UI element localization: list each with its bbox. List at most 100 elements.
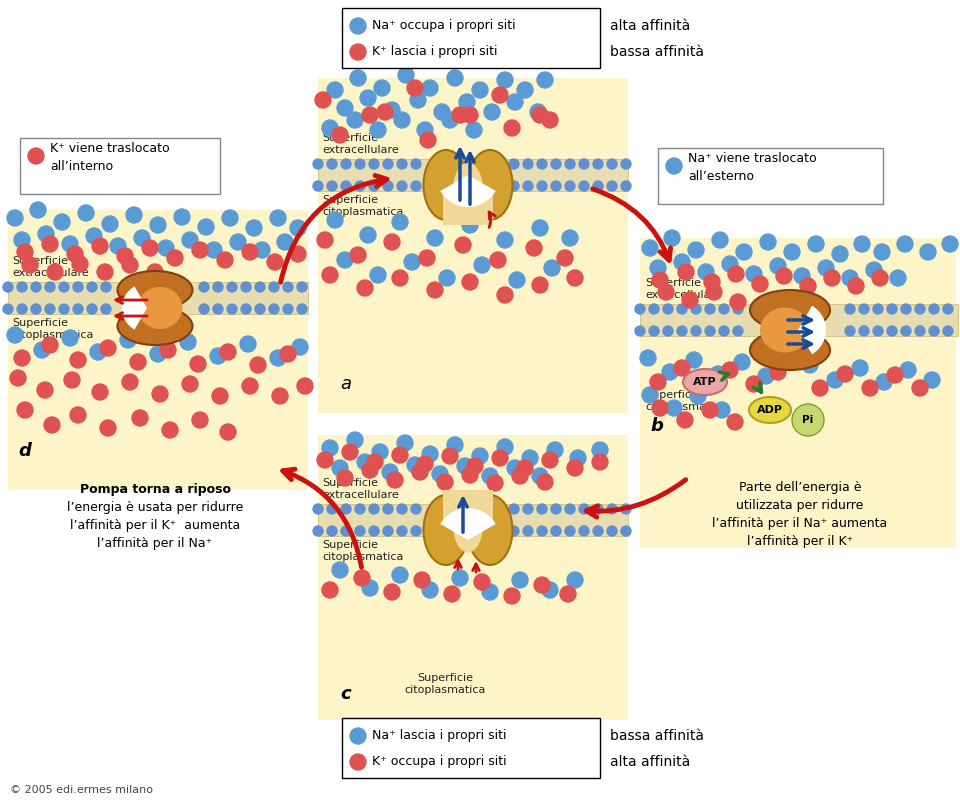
Circle shape: [465, 167, 481, 183]
Circle shape: [341, 504, 351, 514]
Text: © 2005 edi.ermes milano: © 2005 edi.ermes milano: [10, 785, 153, 795]
Circle shape: [544, 260, 560, 276]
Circle shape: [621, 526, 631, 536]
Circle shape: [437, 474, 453, 490]
Text: l’affinità per il Na⁺: l’affinità per il Na⁺: [97, 538, 212, 550]
Circle shape: [369, 159, 379, 169]
Circle shape: [280, 346, 296, 362]
Circle shape: [180, 334, 196, 350]
Circle shape: [392, 214, 408, 230]
Circle shape: [565, 504, 575, 514]
Circle shape: [67, 246, 83, 262]
Circle shape: [87, 304, 97, 314]
Ellipse shape: [683, 369, 727, 395]
Circle shape: [14, 232, 30, 248]
Circle shape: [158, 240, 174, 256]
Circle shape: [387, 472, 403, 488]
Circle shape: [512, 468, 528, 484]
Ellipse shape: [117, 307, 193, 345]
Circle shape: [652, 272, 668, 288]
Circle shape: [509, 159, 519, 169]
Text: ADP: ADP: [757, 405, 783, 415]
Text: d: d: [18, 442, 31, 460]
Bar: [318, 159, 628, 191]
Circle shape: [17, 244, 33, 260]
Circle shape: [383, 526, 393, 536]
Circle shape: [313, 181, 323, 191]
Circle shape: [199, 282, 209, 292]
Circle shape: [182, 232, 198, 248]
Circle shape: [690, 388, 706, 404]
Circle shape: [297, 304, 307, 314]
Circle shape: [824, 270, 840, 286]
Circle shape: [152, 386, 168, 402]
Circle shape: [152, 308, 168, 324]
Circle shape: [876, 374, 892, 390]
Wedge shape: [798, 305, 826, 355]
Circle shape: [327, 212, 343, 228]
Circle shape: [442, 112, 458, 128]
Ellipse shape: [750, 330, 830, 370]
Circle shape: [217, 252, 233, 268]
Circle shape: [873, 326, 883, 336]
Circle shape: [92, 238, 108, 254]
Text: K⁺ occupa i propri siti: K⁺ occupa i propri siti: [372, 755, 507, 768]
Circle shape: [341, 181, 351, 191]
Circle shape: [242, 244, 258, 260]
Circle shape: [570, 450, 586, 466]
Text: l’energia è usata per ridurre: l’energia è usata per ridurre: [67, 501, 243, 514]
Circle shape: [942, 236, 958, 252]
Circle shape: [86, 228, 102, 244]
Circle shape: [360, 227, 376, 243]
Text: Superficie
extracellulare: Superficie extracellulare: [12, 256, 88, 278]
Circle shape: [147, 264, 163, 280]
Bar: [318, 435, 628, 720]
Circle shape: [728, 266, 744, 282]
Text: Superficie
extracellulare: Superficie extracellulare: [322, 479, 398, 500]
Circle shape: [459, 94, 475, 110]
Circle shape: [460, 514, 476, 530]
Circle shape: [411, 504, 421, 514]
Circle shape: [504, 588, 520, 604]
Circle shape: [322, 440, 338, 456]
Circle shape: [579, 159, 589, 169]
Circle shape: [452, 107, 468, 123]
Text: Parte dell’energia è: Parte dell’energia è: [739, 481, 861, 495]
Circle shape: [530, 104, 546, 120]
Circle shape: [915, 304, 925, 314]
Circle shape: [45, 282, 55, 292]
Circle shape: [132, 410, 148, 426]
Circle shape: [350, 18, 366, 34]
Circle shape: [579, 526, 589, 536]
Text: l’affinità per il K⁺: l’affinità per il K⁺: [747, 535, 853, 549]
Circle shape: [370, 267, 386, 283]
Circle shape: [872, 270, 888, 286]
Circle shape: [915, 326, 925, 336]
Circle shape: [758, 368, 774, 384]
Circle shape: [14, 350, 30, 366]
Circle shape: [372, 444, 388, 460]
Circle shape: [337, 100, 353, 116]
Circle shape: [332, 562, 348, 578]
Circle shape: [607, 181, 617, 191]
Circle shape: [255, 304, 265, 314]
Circle shape: [213, 282, 223, 292]
Circle shape: [774, 312, 790, 328]
Circle shape: [802, 357, 818, 373]
Text: bassa affinità: bassa affinità: [610, 729, 704, 743]
Circle shape: [733, 326, 743, 336]
Circle shape: [17, 402, 33, 418]
Circle shape: [462, 274, 478, 290]
Circle shape: [267, 254, 283, 270]
Circle shape: [377, 104, 393, 120]
Circle shape: [272, 388, 288, 404]
Text: alta affinità: alta affinità: [610, 19, 690, 33]
Text: Na⁺ occupa i propri siti: Na⁺ occupa i propri siti: [372, 19, 516, 32]
Circle shape: [517, 82, 533, 98]
Circle shape: [677, 412, 693, 428]
Circle shape: [31, 304, 41, 314]
Circle shape: [712, 232, 728, 248]
Circle shape: [198, 219, 214, 235]
Ellipse shape: [423, 495, 468, 565]
Text: Superficie
citoplasmatica: Superficie citoplasmatica: [12, 318, 93, 339]
